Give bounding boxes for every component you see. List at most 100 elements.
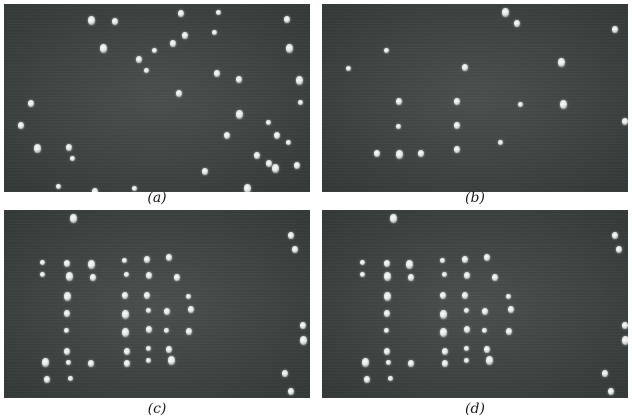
bright-spot: [390, 214, 397, 223]
bright-spot: [88, 360, 94, 367]
bright-spot: [374, 150, 380, 157]
bright-spot: [384, 348, 390, 355]
bright-spot: [506, 328, 512, 335]
bright-spot: [146, 346, 151, 351]
bright-spot: [136, 56, 142, 63]
bright-spot: [224, 132, 230, 139]
panel-d-image: [322, 210, 628, 398]
bright-spot: [408, 274, 414, 281]
panel-d-caption: (d): [465, 401, 485, 417]
bright-spot: [440, 258, 445, 263]
bright-spot: [216, 10, 221, 15]
bright-spot: [146, 358, 151, 363]
bright-spot: [464, 326, 470, 333]
bright-spot: [236, 110, 243, 119]
bright-spot: [384, 260, 390, 267]
bright-spot: [622, 322, 628, 329]
bright-spot: [64, 328, 69, 333]
bright-spot: [182, 32, 188, 39]
bright-spot: [64, 292, 71, 301]
bright-spot: [300, 336, 307, 345]
bright-spot: [272, 164, 279, 173]
bright-spot: [64, 260, 70, 267]
bright-spot: [384, 310, 390, 317]
bright-spot: [122, 310, 129, 319]
bright-spot: [68, 376, 73, 381]
bright-spot: [608, 388, 614, 395]
bright-spot: [558, 58, 565, 67]
bright-spot: [492, 274, 498, 281]
bright-spot: [346, 66, 351, 71]
bright-spot: [266, 120, 271, 125]
bright-spot: [176, 90, 182, 97]
bright-spot: [506, 294, 511, 299]
bright-spot: [508, 306, 514, 313]
bright-spot: [294, 162, 300, 169]
bright-spot: [178, 10, 184, 17]
bright-spot: [498, 140, 503, 145]
bright-spot: [66, 272, 73, 281]
bright-spot: [44, 376, 50, 383]
bright-spot: [42, 358, 49, 367]
bright-spot: [292, 246, 298, 253]
bright-spot: [384, 292, 391, 301]
bright-spot: [40, 260, 45, 265]
bright-spot: [360, 272, 365, 277]
bright-spot: [300, 322, 306, 329]
bright-spot: [168, 356, 175, 365]
bright-spot: [90, 274, 96, 281]
bright-spot: [146, 326, 152, 333]
bright-spot: [144, 292, 150, 299]
bright-spot: [384, 328, 389, 333]
bright-spot: [560, 100, 567, 109]
bright-spot: [186, 294, 191, 299]
bright-spot: [266, 160, 272, 167]
bright-spot: [484, 254, 490, 261]
bright-spot: [464, 346, 469, 351]
bright-spot: [124, 348, 130, 355]
bright-spot: [122, 328, 129, 337]
bright-spot: [396, 98, 402, 105]
bright-spot: [464, 358, 469, 363]
bright-spot: [514, 20, 520, 27]
bright-spot: [602, 370, 608, 377]
bright-spot: [124, 360, 130, 367]
panel-b-caption: (b): [465, 190, 485, 206]
bright-spot: [64, 310, 70, 317]
bright-spot: [274, 132, 280, 139]
bright-spot: [152, 48, 157, 53]
bright-spot: [296, 76, 303, 85]
bright-spot: [18, 122, 24, 129]
bright-spot: [502, 8, 509, 17]
bright-spot: [282, 370, 288, 377]
bright-spot: [188, 306, 194, 313]
bright-spot: [64, 348, 70, 355]
bright-spot: [146, 272, 152, 279]
bright-spot: [70, 214, 77, 223]
bright-spot: [166, 346, 172, 353]
bright-spot: [122, 292, 128, 299]
bright-spot: [146, 308, 151, 313]
bright-spot: [144, 68, 149, 73]
bright-spot: [396, 124, 401, 129]
bright-spot: [34, 144, 41, 153]
bright-spot: [362, 358, 369, 367]
bright-spot: [406, 260, 413, 269]
bright-spot: [388, 376, 393, 381]
bright-spot: [482, 328, 487, 333]
bright-spot: [384, 272, 391, 281]
bright-spot: [612, 26, 618, 33]
bright-spot: [442, 272, 447, 277]
bright-spot: [202, 168, 208, 175]
bright-spot: [144, 256, 150, 263]
bright-spot: [298, 100, 303, 105]
bright-spot: [464, 308, 469, 313]
bright-spot: [486, 356, 493, 365]
bright-spot: [88, 260, 95, 269]
bright-spot: [286, 140, 291, 145]
bright-spot: [482, 308, 488, 315]
bright-spot: [484, 346, 490, 353]
bright-spot: [364, 376, 370, 383]
panel-b-image: [322, 4, 628, 192]
bright-spot: [442, 360, 448, 367]
